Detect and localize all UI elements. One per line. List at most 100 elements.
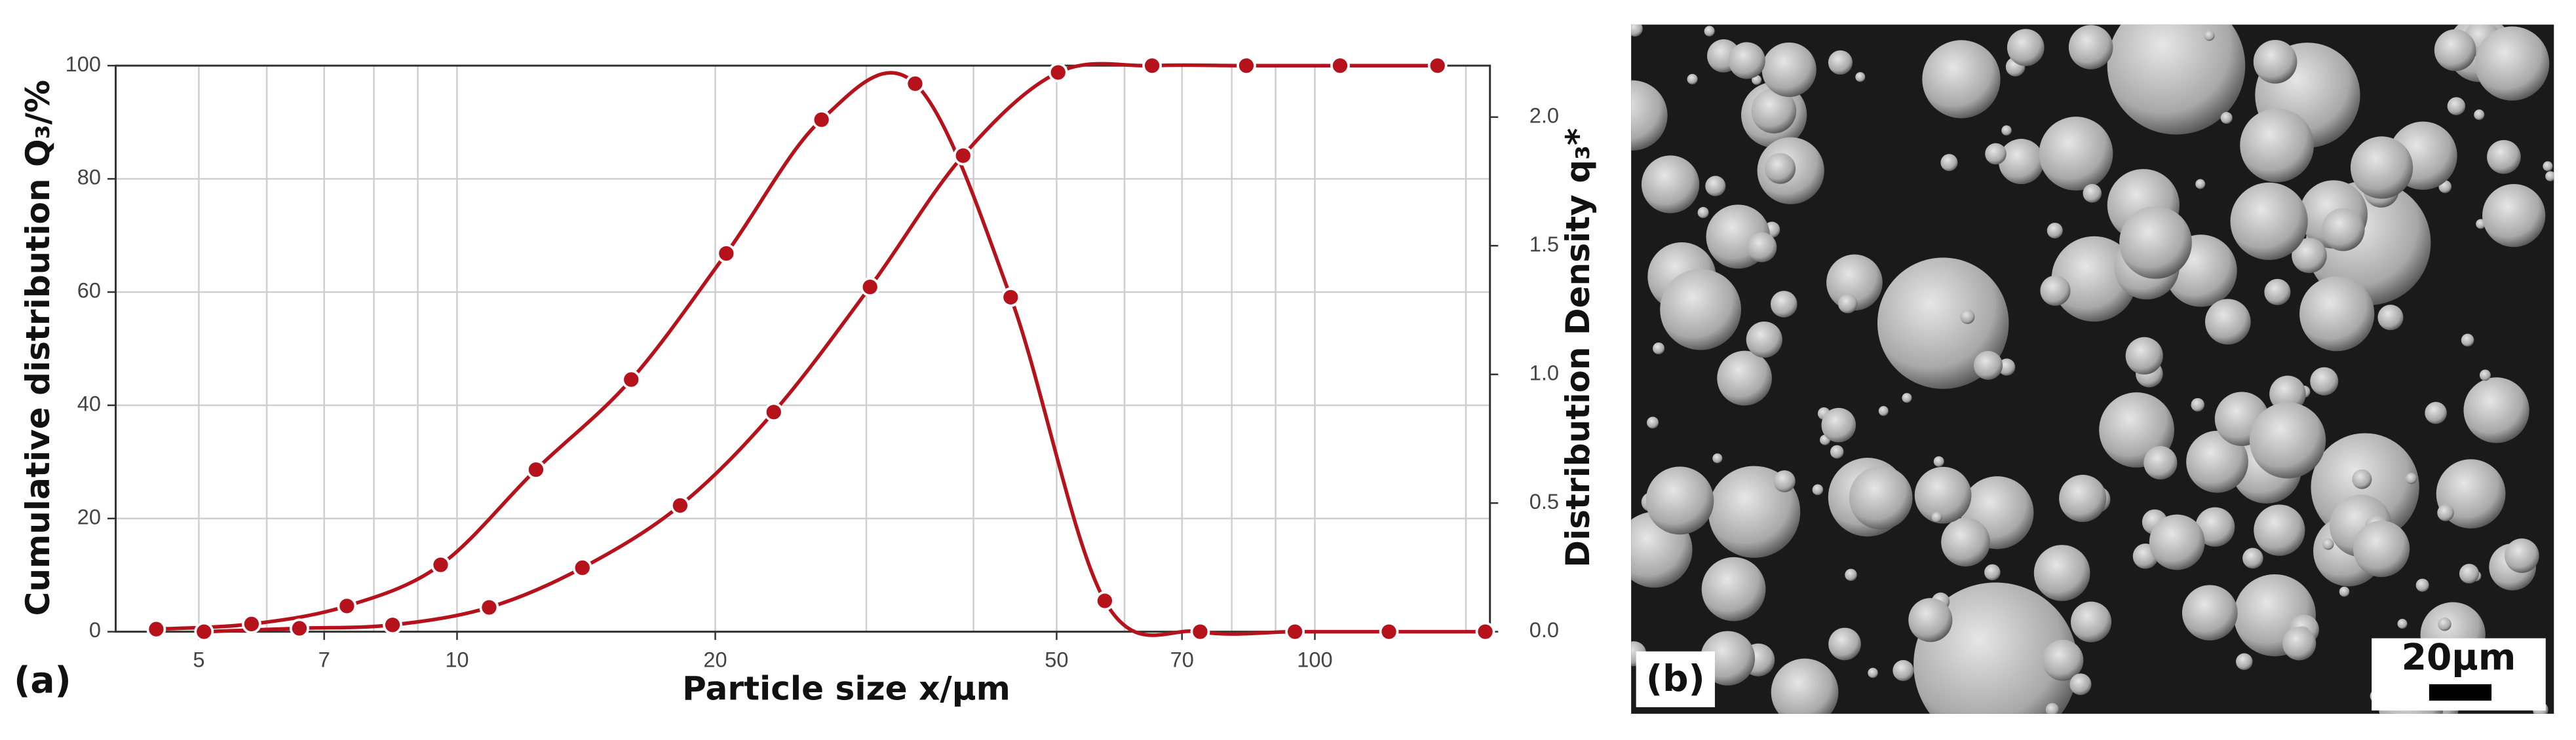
particle <box>1845 568 1857 582</box>
particle <box>1914 466 1972 524</box>
data-point <box>1237 56 1256 76</box>
particle <box>1821 407 1856 443</box>
particle <box>1746 232 1777 263</box>
scale-bar-label: 20µm <box>2402 636 2516 678</box>
particles <box>1631 24 2554 714</box>
particle <box>1647 416 1659 429</box>
particle <box>2437 504 2454 521</box>
x-axis-title: Particle size x/µm <box>682 669 1010 707</box>
particle <box>2195 179 2206 189</box>
particle <box>1849 466 1913 530</box>
particle <box>2269 375 2306 413</box>
particle <box>2292 238 2327 273</box>
data-point <box>763 402 784 422</box>
data-point <box>621 369 642 390</box>
panel-label: (b) <box>1646 657 1705 699</box>
data-line <box>204 62 1438 634</box>
particle <box>1902 393 1912 403</box>
particle <box>2119 206 2192 279</box>
y-tick-label: 60 <box>77 279 101 303</box>
data-line <box>156 71 1486 637</box>
particle <box>2482 184 2546 248</box>
y-tick-label: 100 <box>66 52 101 76</box>
particle <box>2045 703 2059 714</box>
particle <box>1697 207 1709 219</box>
particle <box>1704 26 1715 37</box>
data-point <box>479 597 499 618</box>
particle <box>1771 658 1839 714</box>
particle <box>1660 268 1741 350</box>
particle <box>1985 143 2007 165</box>
data-point <box>572 558 592 578</box>
particle <box>2463 377 2529 443</box>
particle <box>2249 402 2326 479</box>
particle <box>2191 398 2205 412</box>
y2-axis-title: Distribution Density q₃* <box>1558 128 1597 568</box>
particle <box>2350 136 2413 199</box>
x-tick-label: 100 <box>1297 648 1332 671</box>
particle <box>2040 275 2071 306</box>
particle <box>1773 470 1796 492</box>
particle <box>1855 72 1866 83</box>
particle <box>1878 406 1889 416</box>
x-tick-label: 20 <box>703 648 727 671</box>
data-point <box>1379 621 1399 642</box>
particle <box>2264 278 2291 305</box>
particle <box>2220 112 2233 124</box>
particle <box>1752 75 1762 85</box>
particle <box>2487 139 2521 174</box>
particle <box>2070 601 2112 642</box>
data-point <box>1190 621 1210 642</box>
data-point <box>1475 621 1495 642</box>
particle <box>2415 578 2429 592</box>
particle <box>1717 350 1772 406</box>
data-point <box>670 495 690 515</box>
data-point <box>337 596 357 616</box>
particle <box>2059 475 2107 523</box>
particle <box>1705 176 1726 196</box>
y-axis-title: Cumulative distribution Q₃/% <box>18 80 57 616</box>
data-point <box>526 460 546 480</box>
x-tick-label: 50 <box>1045 648 1068 671</box>
data-point <box>953 145 973 166</box>
particle <box>2143 446 2178 480</box>
y2-tick-label: 1.0 <box>1529 361 1559 384</box>
particle <box>2282 627 2316 661</box>
particle <box>2125 337 2163 375</box>
particle <box>2545 171 2554 181</box>
particle <box>1830 445 1844 459</box>
plot-frame <box>115 64 1491 633</box>
particle <box>1746 322 1782 358</box>
particle <box>1913 582 2078 714</box>
particle <box>2242 547 2263 569</box>
particle <box>2186 430 2248 493</box>
data-point <box>431 555 451 575</box>
particle <box>1701 557 1766 621</box>
particle <box>1922 40 2001 119</box>
y-tick-label: 80 <box>77 166 101 189</box>
particle <box>2083 183 2102 203</box>
particle <box>1973 350 2003 380</box>
particle <box>2299 276 2375 352</box>
particle <box>1687 73 1698 84</box>
particle <box>1812 484 1824 496</box>
scale-bar <box>2429 684 2492 701</box>
particle <box>2033 545 2090 601</box>
data-point <box>905 73 925 94</box>
x-tick-label: 7 <box>318 648 330 671</box>
panel-label-box <box>1636 651 1715 707</box>
y-tick-label: 20 <box>77 505 101 528</box>
particle <box>1908 598 1953 642</box>
particle <box>2405 473 2417 485</box>
particle <box>2425 401 2447 424</box>
sem-image-panel: (b) 20µm <box>1631 24 2554 714</box>
particle <box>2001 125 2012 136</box>
particle <box>2474 26 2550 101</box>
particle <box>2204 299 2251 345</box>
particle <box>1828 50 1853 75</box>
particle <box>2069 673 2092 695</box>
particle <box>2235 653 2253 671</box>
particle <box>1751 88 1797 134</box>
data-point <box>146 619 166 639</box>
particle <box>2352 469 2372 489</box>
